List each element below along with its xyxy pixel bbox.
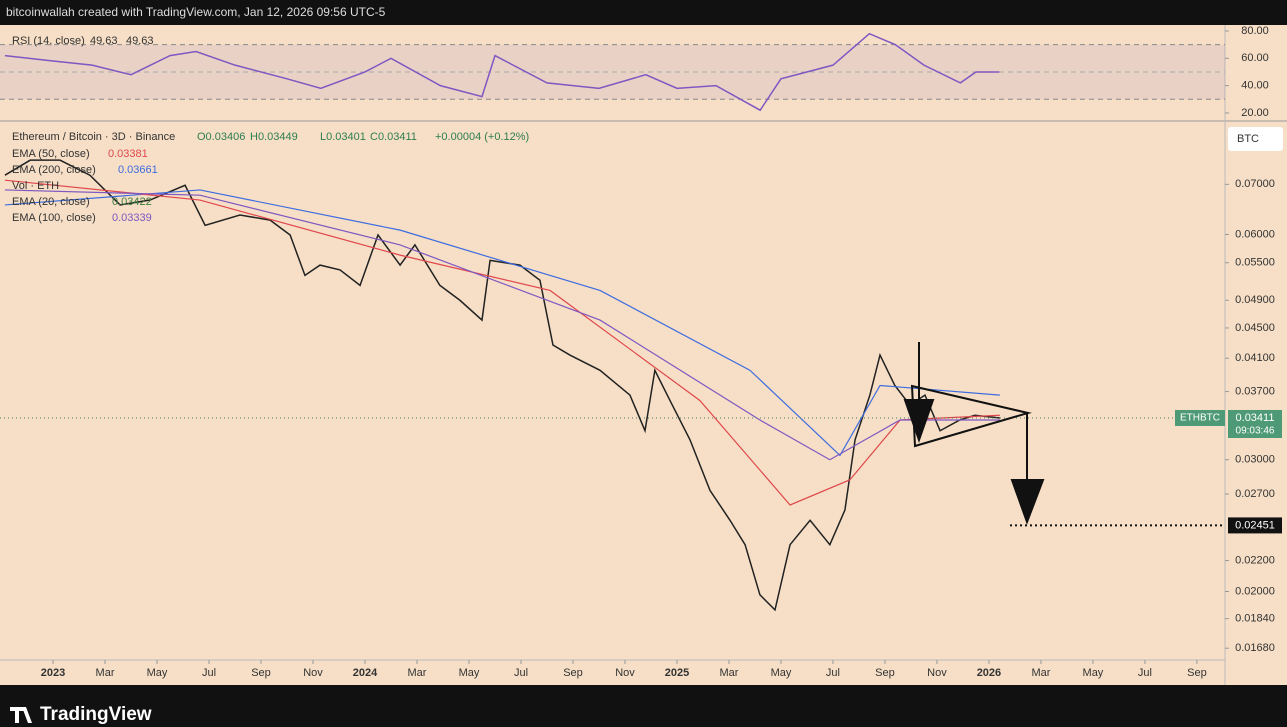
series-line <box>4 179 1000 506</box>
x-tick-label: Mar <box>96 667 115 679</box>
legend-name: EMA (200, close) <box>12 164 96 176</box>
y-tick-label: 20.00 <box>1241 107 1269 119</box>
x-tick-label: 2026 <box>977 667 1001 679</box>
legend-name: EMA (100, close) <box>12 212 96 224</box>
series-line <box>4 159 1000 612</box>
rsi-ma-value: 49.63 <box>126 35 154 47</box>
y-tick-label: 0.02700 <box>1235 488 1275 500</box>
x-tick-label: Mar <box>1031 667 1050 679</box>
x-tick-label: 2025 <box>665 667 689 679</box>
attribution: bitcoinwallah created with TradingView.c… <box>6 5 386 19</box>
target-tag <box>1228 517 1282 534</box>
x-tick-label: Jul <box>1138 667 1152 679</box>
triangle-pattern <box>903 342 1045 525</box>
x-tick-label: Nov <box>927 667 947 679</box>
ohlc: +0.00004 (+0.12%) <box>435 131 529 143</box>
chart-bg <box>0 25 1287 685</box>
legend-value: 0.03339 <box>112 212 152 224</box>
y-tick-label: 0.02000 <box>1235 585 1275 597</box>
legend-name: Vol · ETH <box>12 180 59 192</box>
x-tick-label: May <box>147 667 168 679</box>
x-tick-label: Mar <box>408 667 427 679</box>
y-tick-label: 0.06000 <box>1235 228 1275 240</box>
x-tick-label: Nov <box>303 667 323 679</box>
x-tick-label: Jul <box>826 667 840 679</box>
y-tick-label: 60.00 <box>1241 52 1269 64</box>
y-tick-label: 40.00 <box>1241 80 1269 92</box>
target-price: 0.02451 <box>1235 519 1275 531</box>
y-tick-label: 0.01840 <box>1235 613 1275 625</box>
currency: BTC <box>1237 133 1259 145</box>
top-bar <box>0 0 1287 25</box>
ohlc: C0.03411 <box>370 131 417 143</box>
series-line <box>4 189 1000 461</box>
rsi-value: 49.63 <box>90 35 118 47</box>
legend-value: 0.03661 <box>118 164 158 176</box>
price-tag <box>1228 409 1282 438</box>
y-tick-label: 0.03000 <box>1235 454 1275 466</box>
countdown: 09:03:46 <box>1236 426 1275 437</box>
bottom-bar <box>0 685 1287 727</box>
series-line <box>4 189 1000 457</box>
legend-name: EMA (20, close) <box>12 196 90 208</box>
symbol-title: Ethereum / Bitcoin · 3D · Binance <box>12 131 175 143</box>
ohlc: H0.03449 <box>250 131 298 143</box>
ohlc: L0.03401 <box>320 131 366 143</box>
x-tick-label: Mar <box>719 667 738 679</box>
x-tick-label: 2024 <box>353 667 378 679</box>
currency-box <box>1228 127 1283 151</box>
legend-value: 0.03381 <box>108 148 148 160</box>
y-tick-label: 0.01680 <box>1235 642 1275 654</box>
x-tick-label: Jul <box>514 667 528 679</box>
y-tick-label: 0.04100 <box>1235 352 1275 364</box>
x-tick-label: 2023 <box>41 667 65 679</box>
x-tick-label: Jul <box>202 667 216 679</box>
x-tick-label: Sep <box>251 667 271 679</box>
y-tick-label: 0.04900 <box>1235 294 1275 306</box>
ohlc: O0.03406 <box>197 131 245 143</box>
y-tick-label: 0.02200 <box>1235 554 1275 566</box>
symbol: ETHBTC <box>1180 413 1220 424</box>
y-tick-label: 0.05500 <box>1235 257 1275 269</box>
legend-value: 0.03422 <box>112 196 152 208</box>
series-line <box>4 32 1000 112</box>
x-tick-label: Sep <box>875 667 895 679</box>
x-tick-label: May <box>1083 667 1104 679</box>
x-tick-label: Sep <box>563 667 583 679</box>
y-tick-label: 0.07000 <box>1235 178 1275 190</box>
x-tick-label: May <box>771 667 792 679</box>
x-tick-label: Sep <box>1187 667 1207 679</box>
legend-name: EMA (50, close) <box>12 148 90 160</box>
x-tick-label: May <box>459 667 480 679</box>
symbol-tag <box>1175 409 1225 426</box>
y-tick-label: 80.00 <box>1241 25 1269 37</box>
rsi-title: RSI (14, close) <box>12 35 85 47</box>
x-tick-label: Nov <box>615 667 635 679</box>
last-price: 0.03411 <box>1236 412 1275 424</box>
brand: TradingView <box>40 704 152 725</box>
logo <box>10 707 32 723</box>
y-tick-label: 0.03700 <box>1235 385 1275 397</box>
y-tick-label: 0.04500 <box>1235 322 1275 334</box>
